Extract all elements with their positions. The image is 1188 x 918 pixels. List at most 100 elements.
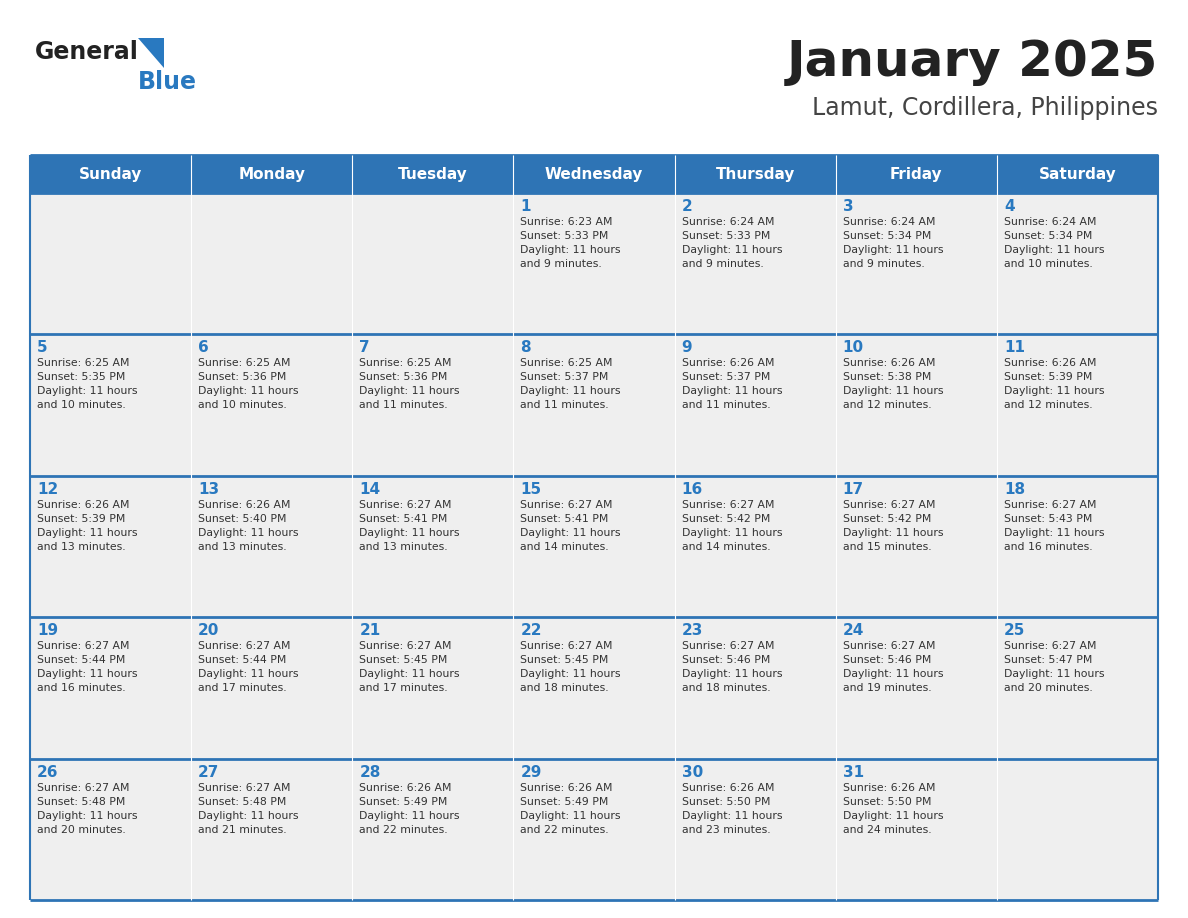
Text: 6: 6 [198, 341, 209, 355]
Text: Sunset: 5:46 PM: Sunset: 5:46 PM [842, 655, 931, 666]
Text: Sunset: 5:37 PM: Sunset: 5:37 PM [520, 373, 608, 383]
FancyBboxPatch shape [353, 155, 513, 193]
Text: Sunrise: 6:27 AM: Sunrise: 6:27 AM [1004, 499, 1097, 509]
Text: Sunrise: 6:27 AM: Sunrise: 6:27 AM [37, 783, 129, 792]
Text: Daylight: 11 hours: Daylight: 11 hours [37, 386, 138, 397]
Text: Daylight: 11 hours: Daylight: 11 hours [1004, 245, 1105, 255]
Text: Daylight: 11 hours: Daylight: 11 hours [198, 811, 298, 821]
Text: Sunset: 5:50 PM: Sunset: 5:50 PM [842, 797, 931, 807]
FancyBboxPatch shape [997, 476, 1158, 617]
Text: 10: 10 [842, 341, 864, 355]
Text: and 17 minutes.: and 17 minutes. [359, 683, 448, 693]
Text: Sunrise: 6:27 AM: Sunrise: 6:27 AM [1004, 641, 1097, 651]
FancyBboxPatch shape [835, 334, 997, 476]
Text: Sunrise: 6:25 AM: Sunrise: 6:25 AM [520, 358, 613, 368]
Text: and 10 minutes.: and 10 minutes. [1004, 259, 1093, 269]
FancyBboxPatch shape [513, 193, 675, 334]
Text: and 18 minutes.: and 18 minutes. [682, 683, 770, 693]
Text: Sunset: 5:49 PM: Sunset: 5:49 PM [359, 797, 448, 807]
Text: Daylight: 11 hours: Daylight: 11 hours [682, 528, 782, 538]
Text: Daylight: 11 hours: Daylight: 11 hours [682, 669, 782, 679]
Text: and 22 minutes.: and 22 minutes. [359, 824, 448, 834]
Text: 15: 15 [520, 482, 542, 497]
FancyBboxPatch shape [675, 617, 835, 758]
Text: Daylight: 11 hours: Daylight: 11 hours [359, 669, 460, 679]
Text: Sunset: 5:37 PM: Sunset: 5:37 PM [682, 373, 770, 383]
FancyBboxPatch shape [191, 334, 353, 476]
Text: Sunset: 5:45 PM: Sunset: 5:45 PM [359, 655, 448, 666]
FancyBboxPatch shape [30, 334, 191, 476]
Text: 8: 8 [520, 341, 531, 355]
Text: Sunrise: 6:25 AM: Sunrise: 6:25 AM [37, 358, 129, 368]
Text: Daylight: 11 hours: Daylight: 11 hours [842, 528, 943, 538]
Text: and 13 minutes.: and 13 minutes. [359, 542, 448, 552]
Text: 28: 28 [359, 765, 380, 779]
Text: Daylight: 11 hours: Daylight: 11 hours [198, 528, 298, 538]
Text: Daylight: 11 hours: Daylight: 11 hours [520, 386, 621, 397]
FancyBboxPatch shape [30, 155, 191, 193]
Text: Sunset: 5:44 PM: Sunset: 5:44 PM [198, 655, 286, 666]
Text: and 17 minutes.: and 17 minutes. [198, 683, 286, 693]
Text: Daylight: 11 hours: Daylight: 11 hours [1004, 528, 1105, 538]
Text: 5: 5 [37, 341, 48, 355]
Text: 30: 30 [682, 765, 703, 779]
Text: Sunset: 5:35 PM: Sunset: 5:35 PM [37, 373, 126, 383]
Text: Daylight: 11 hours: Daylight: 11 hours [198, 669, 298, 679]
Text: 21: 21 [359, 623, 380, 638]
Text: Sunset: 5:41 PM: Sunset: 5:41 PM [520, 514, 608, 524]
FancyBboxPatch shape [353, 476, 513, 617]
Text: 25: 25 [1004, 623, 1025, 638]
Text: 17: 17 [842, 482, 864, 497]
Text: and 11 minutes.: and 11 minutes. [682, 400, 770, 410]
Text: 27: 27 [198, 765, 220, 779]
Text: Sunset: 5:33 PM: Sunset: 5:33 PM [520, 231, 608, 241]
FancyBboxPatch shape [835, 617, 997, 758]
Text: Sunrise: 6:26 AM: Sunrise: 6:26 AM [37, 499, 129, 509]
FancyBboxPatch shape [675, 193, 835, 334]
Text: 12: 12 [37, 482, 58, 497]
Text: and 12 minutes.: and 12 minutes. [1004, 400, 1093, 410]
Text: and 22 minutes.: and 22 minutes. [520, 824, 609, 834]
Text: Daylight: 11 hours: Daylight: 11 hours [682, 245, 782, 255]
FancyBboxPatch shape [513, 476, 675, 617]
Text: Sunrise: 6:27 AM: Sunrise: 6:27 AM [682, 499, 775, 509]
Text: Daylight: 11 hours: Daylight: 11 hours [359, 811, 460, 821]
FancyBboxPatch shape [30, 193, 191, 334]
Text: Sunset: 5:39 PM: Sunset: 5:39 PM [37, 514, 126, 524]
Text: and 21 minutes.: and 21 minutes. [198, 824, 286, 834]
FancyBboxPatch shape [513, 155, 675, 193]
Text: Daylight: 11 hours: Daylight: 11 hours [1004, 669, 1105, 679]
Text: 7: 7 [359, 341, 369, 355]
Text: Daylight: 11 hours: Daylight: 11 hours [520, 669, 621, 679]
Text: Sunset: 5:36 PM: Sunset: 5:36 PM [359, 373, 448, 383]
Text: and 9 minutes.: and 9 minutes. [682, 259, 764, 269]
Text: Thursday: Thursday [715, 166, 795, 182]
Text: Daylight: 11 hours: Daylight: 11 hours [842, 669, 943, 679]
Text: Sunrise: 6:27 AM: Sunrise: 6:27 AM [520, 499, 613, 509]
Text: 4: 4 [1004, 199, 1015, 214]
Text: Sunset: 5:44 PM: Sunset: 5:44 PM [37, 655, 126, 666]
FancyBboxPatch shape [353, 758, 513, 900]
FancyBboxPatch shape [353, 334, 513, 476]
Text: Daylight: 11 hours: Daylight: 11 hours [842, 386, 943, 397]
Text: Daylight: 11 hours: Daylight: 11 hours [359, 386, 460, 397]
Text: Blue: Blue [138, 70, 197, 94]
FancyBboxPatch shape [997, 155, 1158, 193]
Polygon shape [138, 38, 164, 68]
Text: 3: 3 [842, 199, 853, 214]
Text: Sunset: 5:42 PM: Sunset: 5:42 PM [682, 514, 770, 524]
FancyBboxPatch shape [997, 193, 1158, 334]
FancyBboxPatch shape [191, 617, 353, 758]
Text: Daylight: 11 hours: Daylight: 11 hours [682, 386, 782, 397]
Text: Daylight: 11 hours: Daylight: 11 hours [37, 528, 138, 538]
FancyBboxPatch shape [191, 758, 353, 900]
Text: Sunrise: 6:25 AM: Sunrise: 6:25 AM [359, 358, 451, 368]
Text: Sunrise: 6:23 AM: Sunrise: 6:23 AM [520, 217, 613, 227]
Text: Sunrise: 6:27 AM: Sunrise: 6:27 AM [359, 499, 451, 509]
Text: 22: 22 [520, 623, 542, 638]
Text: Sunrise: 6:26 AM: Sunrise: 6:26 AM [198, 499, 291, 509]
Text: Sunset: 5:41 PM: Sunset: 5:41 PM [359, 514, 448, 524]
Text: Sunset: 5:50 PM: Sunset: 5:50 PM [682, 797, 770, 807]
FancyBboxPatch shape [513, 758, 675, 900]
Text: and 18 minutes.: and 18 minutes. [520, 683, 609, 693]
